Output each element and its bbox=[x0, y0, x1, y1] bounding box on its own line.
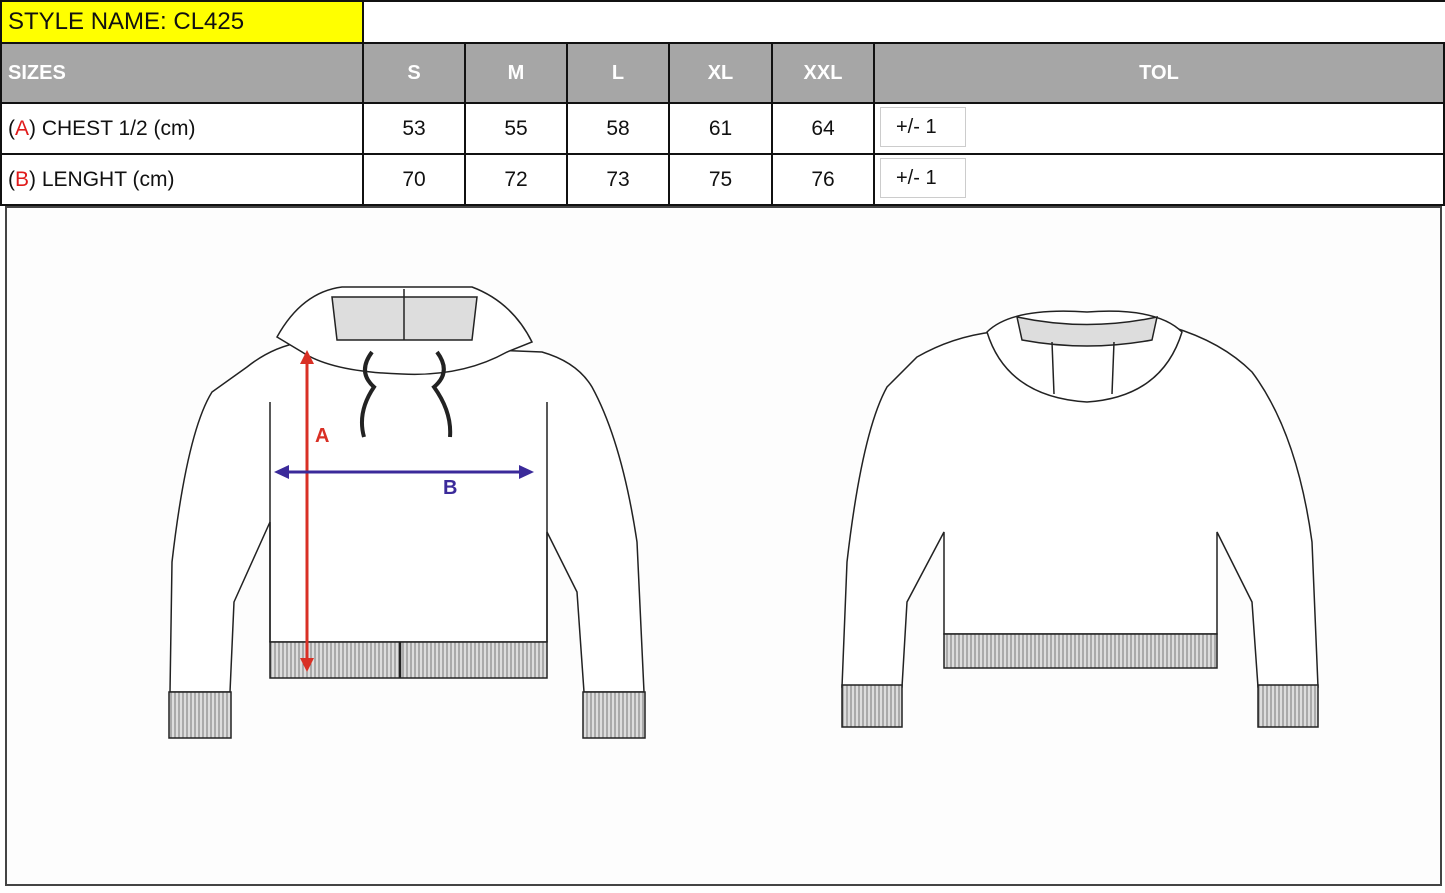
row-length-label: (B) LENGHT (cm) bbox=[0, 153, 364, 206]
header-xxl: XXL bbox=[771, 42, 875, 104]
technical-drawing-panel: A B bbox=[5, 206, 1442, 886]
title-blank-cell bbox=[362, 0, 1445, 44]
row-label: ) CHEST 1/2 (cm) bbox=[29, 116, 196, 140]
cell-chest-xxl: 64 bbox=[771, 102, 875, 155]
cell-chest-xl: 61 bbox=[668, 102, 773, 155]
header-l: L bbox=[566, 42, 670, 104]
style-name: STYLE NAME: CL425 bbox=[0, 0, 364, 44]
label-b: B bbox=[443, 477, 457, 499]
header-sizes: SIZES bbox=[0, 42, 364, 104]
header-s: S bbox=[362, 42, 466, 104]
label-a: A bbox=[315, 425, 329, 447]
measure-arrow-b bbox=[274, 465, 534, 479]
cell-chest-s: 53 bbox=[362, 102, 466, 155]
back-hoodie bbox=[841, 310, 1319, 728]
cell-length-m: 72 bbox=[464, 153, 568, 206]
cell-length-xl: 75 bbox=[668, 153, 773, 206]
hoodie-sketches: A B bbox=[168, 286, 1319, 739]
tol-value: +/- 1 bbox=[880, 158, 966, 198]
cell-chest-tol: +/- 1 bbox=[873, 102, 1445, 155]
cell-length-l: 73 bbox=[566, 153, 670, 206]
cell-length-xxl: 76 bbox=[771, 153, 875, 206]
cell-chest-m: 55 bbox=[464, 102, 568, 155]
header-m: M bbox=[464, 42, 568, 104]
front-hoodie bbox=[168, 286, 646, 739]
header-xl: XL bbox=[668, 42, 773, 104]
cell-length-s: 70 bbox=[362, 153, 466, 206]
tol-value: +/- 1 bbox=[880, 107, 966, 147]
header-tol: TOL bbox=[873, 42, 1445, 104]
measure-arrow-a bbox=[300, 350, 314, 672]
cell-length-tol: +/- 1 bbox=[873, 153, 1445, 206]
row-letter: A bbox=[15, 116, 30, 140]
row-letter: B bbox=[15, 167, 30, 191]
cell-chest-l: 58 bbox=[566, 102, 670, 155]
row-label: ) LENGHT (cm) bbox=[29, 167, 175, 191]
row-chest-label: (A) CHEST 1/2 (cm) bbox=[0, 102, 364, 155]
